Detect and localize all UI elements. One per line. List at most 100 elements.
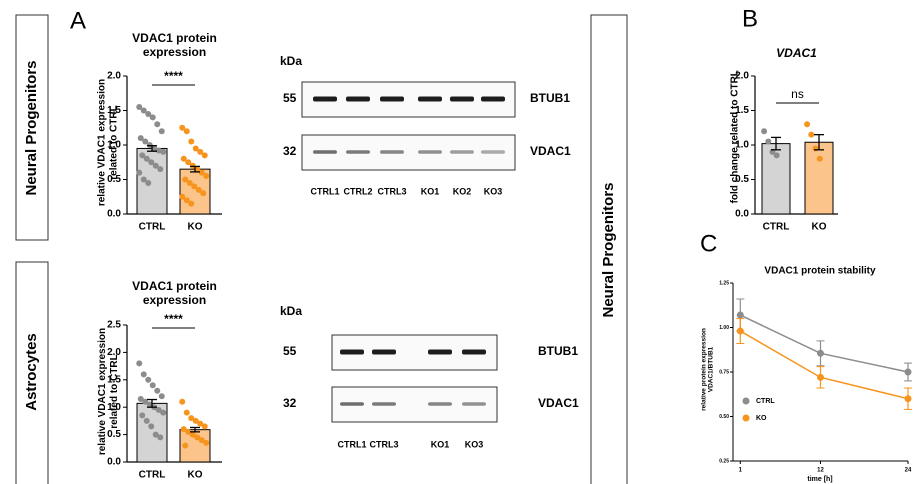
series-line	[740, 315, 908, 372]
blot-band	[346, 97, 370, 102]
data-point	[188, 139, 194, 145]
data-point	[203, 173, 209, 179]
chart-title: VDAC1 protein expression	[100, 280, 250, 308]
blot-band	[372, 350, 396, 355]
blot-band	[340, 402, 364, 406]
significance-label: ****	[164, 69, 183, 83]
blot-band	[481, 150, 505, 154]
data-point	[159, 393, 165, 399]
data-point	[145, 180, 151, 186]
x-tick-label: KO	[812, 222, 827, 233]
blot-band	[380, 97, 404, 102]
blot-band	[450, 150, 474, 154]
data-point	[761, 128, 767, 134]
protein-label: BTUB1	[538, 344, 578, 358]
series-marker	[817, 374, 824, 381]
chart-title: VDAC1 protein expression	[100, 32, 250, 60]
panel-letter: A	[70, 7, 86, 34]
data-point	[202, 423, 208, 429]
data-point	[203, 440, 209, 446]
panel-letter: C	[700, 230, 717, 257]
kda-label: kDa	[280, 54, 302, 68]
kda-value: 32	[283, 144, 297, 158]
y-tick-label: 0.50	[719, 414, 729, 420]
data-point	[202, 152, 208, 158]
side-label: Neural Progenitors	[23, 60, 40, 195]
x-tick-label: 12	[817, 468, 824, 474]
lane-label: KO3	[484, 186, 503, 196]
data-point	[144, 418, 150, 424]
lane-label: CTRL2	[344, 186, 373, 196]
data-point	[159, 128, 165, 134]
lane-label: CTRL3	[370, 439, 399, 449]
y-axis-label: relative VDAC1 expression related to CTR…	[97, 64, 120, 222]
bar	[805, 142, 833, 214]
blot-band	[340, 350, 364, 355]
y-axis-label: fold change related to CTRL	[729, 58, 741, 216]
y-tick-label: 0.75	[719, 369, 729, 375]
significance-label: ****	[164, 312, 183, 326]
blot-band	[450, 97, 474, 102]
series-marker	[817, 350, 824, 357]
y-tick-label: 1.25	[719, 280, 729, 286]
blot-band	[372, 402, 396, 406]
data-point	[184, 128, 190, 134]
significance-label: ns	[791, 87, 804, 101]
data-point	[136, 170, 142, 176]
kda-value: 32	[283, 396, 297, 410]
data-point	[184, 410, 190, 416]
blot-band	[418, 150, 442, 154]
x-tick-label: KO	[188, 222, 203, 233]
data-point	[154, 121, 160, 127]
y-tick-label: 0.25	[719, 458, 729, 464]
kda-value: 55	[283, 91, 297, 105]
data-point	[150, 114, 156, 120]
data-point	[145, 377, 151, 383]
blot-band	[462, 402, 486, 406]
data-point	[808, 132, 814, 138]
data-point	[154, 388, 160, 394]
data-point	[774, 152, 780, 158]
x-tick-label: CTRL	[763, 222, 790, 233]
series-marker	[737, 312, 744, 319]
legend-marker	[743, 398, 750, 405]
blot-band	[313, 150, 337, 154]
kda-value: 55	[283, 344, 297, 358]
panel-letter: B	[742, 5, 758, 32]
chart-title: VDAC1	[737, 47, 857, 61]
lane-label: KO1	[421, 186, 440, 196]
legend-label: KO	[756, 415, 767, 422]
chart-title: VDAC1 protein stability	[764, 266, 876, 277]
blot-band	[380, 150, 404, 154]
data-point	[157, 434, 163, 440]
data-point	[136, 360, 142, 366]
blot-band	[462, 350, 486, 355]
data-point	[200, 190, 206, 196]
lane-label: CTRL3	[378, 186, 407, 196]
x-tick-label: CTRL	[139, 222, 166, 233]
x-tick-label: CTRL	[139, 470, 166, 481]
data-point	[160, 149, 166, 155]
figure: ABCNeural ProgenitorsAstrocytesNeural Pr…	[0, 0, 914, 484]
data-point	[160, 410, 166, 416]
data-point	[804, 121, 810, 127]
data-point	[188, 201, 194, 207]
blot-band	[346, 150, 370, 154]
blot-band	[418, 97, 442, 102]
data-point	[179, 399, 185, 405]
data-point	[813, 145, 819, 151]
series-marker	[905, 369, 912, 376]
lane-label: KO2	[453, 186, 472, 196]
side-label: Neural Progenitors	[600, 182, 617, 317]
lane-label: CTRL1	[338, 439, 367, 449]
protein-label: BTUB1	[530, 91, 570, 105]
x-axis-label: time [h]	[807, 476, 832, 483]
data-point	[141, 371, 147, 377]
data-point	[157, 166, 163, 172]
figure-canvas: ABCNeural ProgenitorsAstrocytesNeural Pr…	[0, 0, 914, 484]
legend-label: CTRL	[756, 398, 775, 405]
data-point	[765, 139, 771, 145]
blot-band	[313, 97, 337, 102]
y-axis-label: relative VDAC1 expression related to CTR…	[97, 313, 120, 470]
y-tick-label: 1.00	[719, 325, 729, 331]
